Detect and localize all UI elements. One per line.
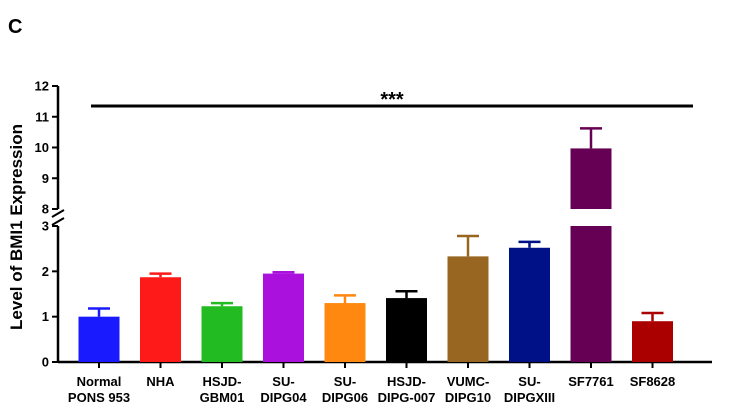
y-tick-label: 12 (35, 79, 49, 94)
x-tick-label-line: DIPG04 (260, 390, 307, 405)
x-tick-label-line: Normal (77, 374, 122, 389)
y-tick-label: 2 (42, 264, 49, 279)
bar-upper-segment (570, 148, 612, 209)
y-axis-label: Level of BMI1 Expression (7, 124, 26, 330)
x-tick-label-line: HSJD- (387, 374, 426, 389)
bars (78, 127, 673, 362)
y-tick-label: 0 (42, 355, 49, 370)
x-tick-label-line: SF8628 (630, 374, 676, 389)
bar (447, 256, 489, 362)
x-tick-label-line: SU- (518, 374, 540, 389)
y-tick-label: 1 (42, 309, 49, 324)
x-tick-label-line: DIPG06 (322, 390, 368, 405)
bar (632, 321, 673, 362)
bar-lower-segment (570, 226, 612, 362)
x-tick-label-line: SF7761 (568, 374, 614, 389)
x-tick-label: SF7761 (568, 374, 614, 389)
x-tick-label-line: DIPGXIII (504, 390, 555, 405)
bar (201, 306, 243, 362)
x-tick-label-line: DIPG-007 (378, 390, 436, 405)
y-tick-label: 9 (42, 171, 49, 186)
x-tick-label-line: HSJD- (202, 374, 241, 389)
x-tick-label: NHA (146, 374, 175, 389)
x-tick-label-line: SU- (334, 374, 356, 389)
bar (78, 316, 120, 362)
y-tick-label: 11 (35, 109, 49, 124)
significance-annotation: *** (91, 89, 693, 111)
x-tick-label-line: PONS 953 (68, 390, 130, 405)
x-tick-label-line: DIPG10 (445, 390, 491, 405)
bar (140, 277, 181, 362)
y-tick-label: 10 (35, 140, 49, 155)
axis-break-mark-lower (51, 217, 65, 226)
panel-label: C (8, 16, 22, 38)
x-tick-label: SF8628 (630, 374, 676, 389)
x-tick-label-line: VUMC- (447, 374, 490, 389)
x-tick-label-line: SU- (272, 374, 294, 389)
x-tick-label-line: NHA (146, 374, 175, 389)
bar (509, 247, 550, 362)
significance-stars: *** (380, 89, 404, 111)
bar (324, 303, 366, 362)
x-tick-label: VUMC-DIPG10 (445, 374, 491, 405)
bar (263, 273, 304, 362)
x-tick-label: Normal PONS 953 (68, 374, 130, 405)
x-tick-label: SU-DIPG06 (322, 374, 368, 405)
x-tick-label: SU-DIPG04 (260, 374, 307, 405)
x-tick-label: HSJD-GBM01 (200, 374, 245, 405)
y-tick-label: 8 (42, 202, 49, 217)
y-tick-label: 3 (42, 219, 49, 234)
x-tick-label-line: GBM01 (200, 390, 245, 405)
bar (386, 298, 427, 362)
x-tick-label: SU-DIPGXIII (504, 374, 555, 405)
x-tick-label: HSJD-DIPG-007 (378, 374, 436, 405)
axis-break-mark-upper (51, 209, 65, 218)
